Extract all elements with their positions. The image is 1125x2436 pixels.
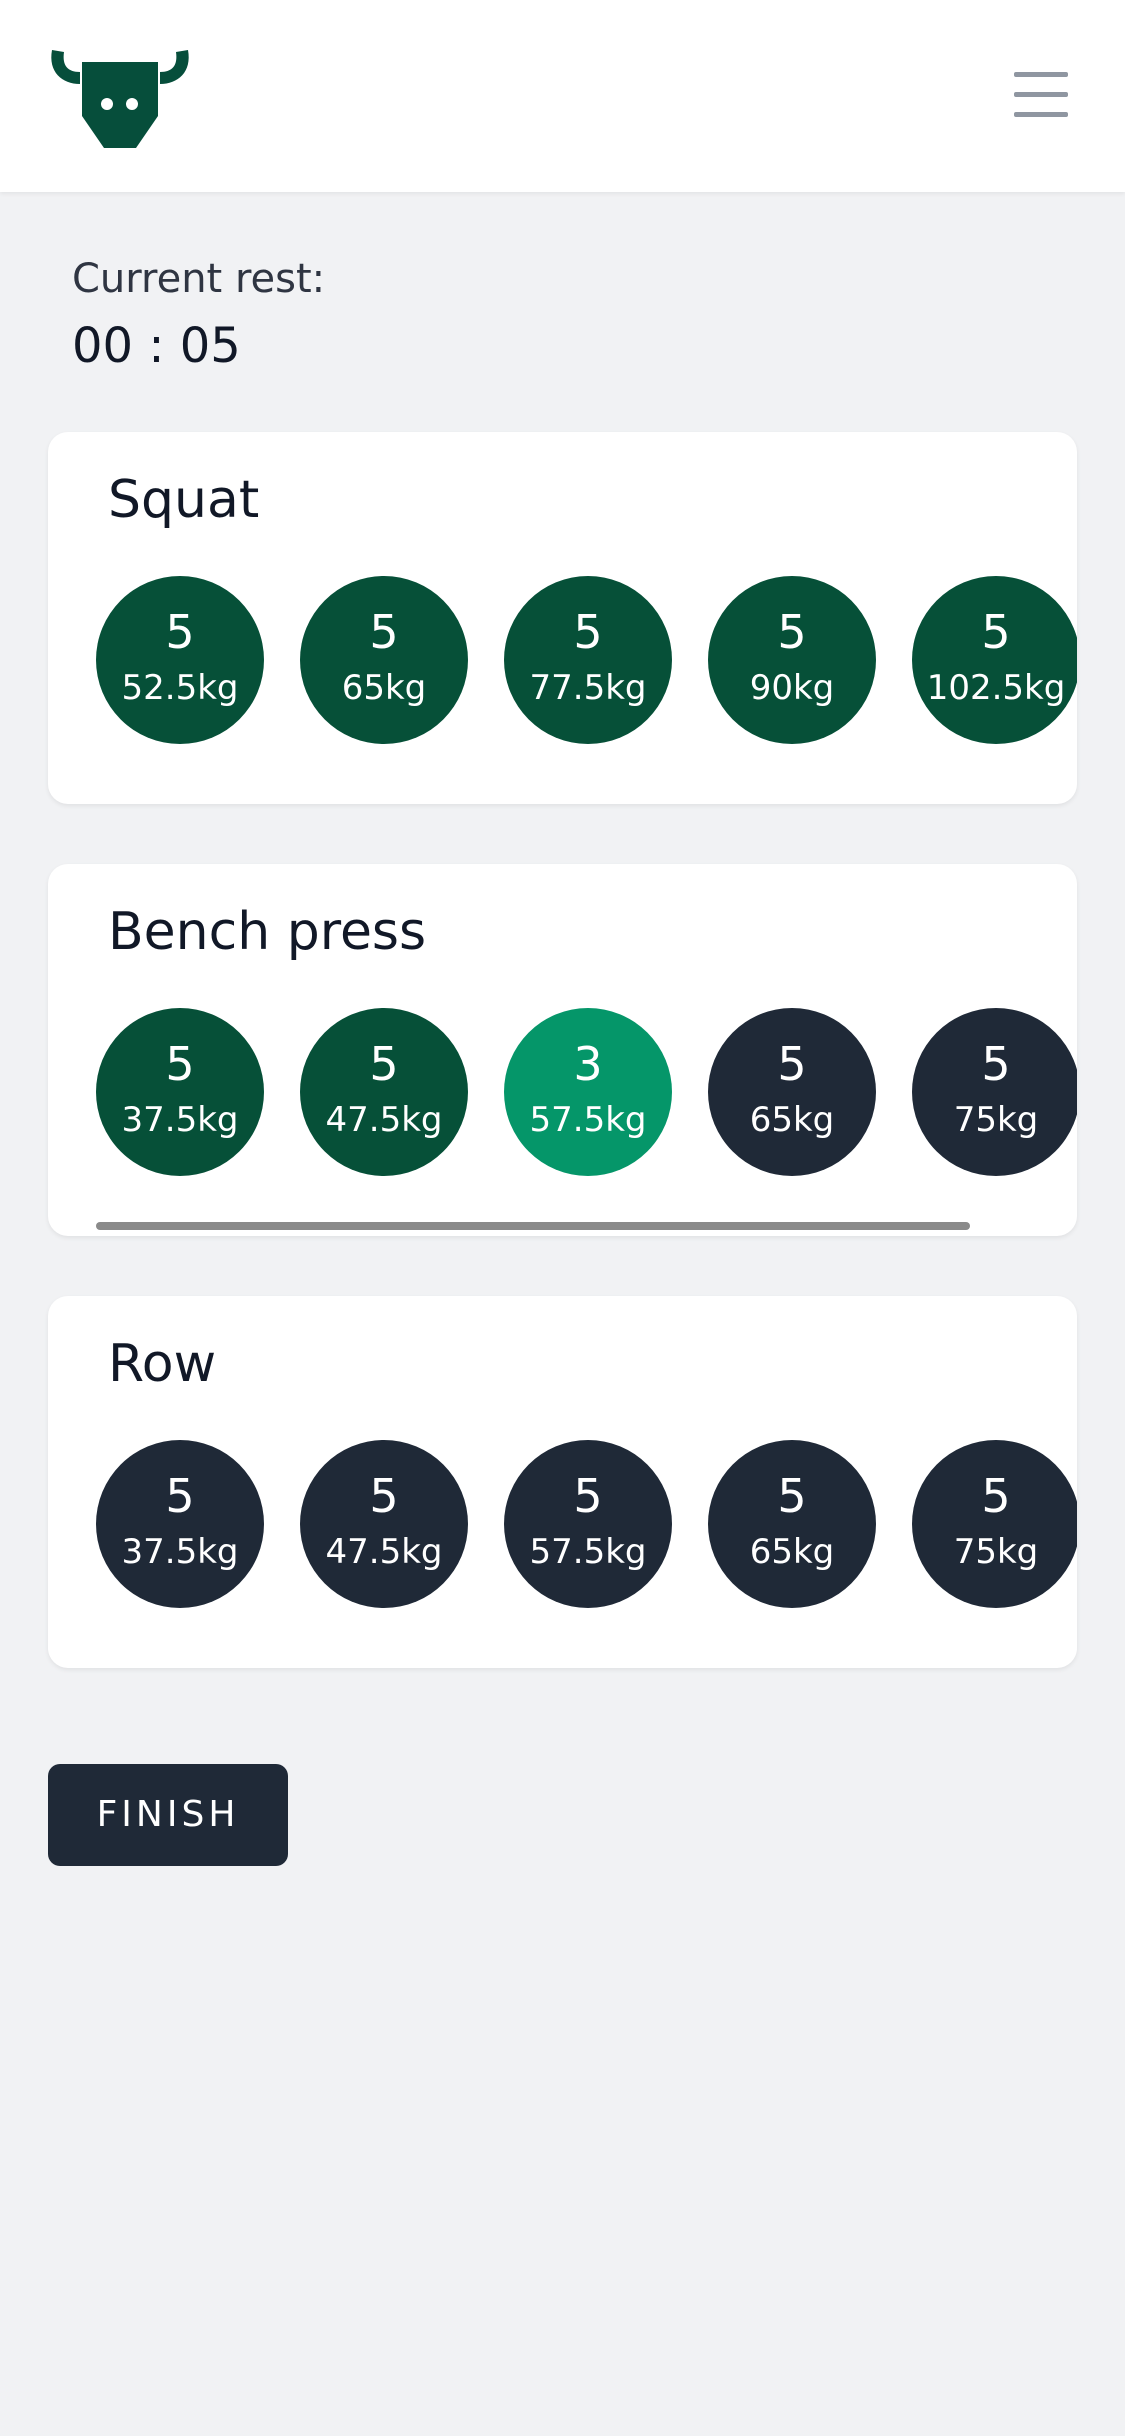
- set-weight: 47.5kg: [325, 1100, 443, 1140]
- set-reps: 5: [369, 1469, 399, 1523]
- set-reps: 5: [165, 1037, 195, 1091]
- exercise-card-squat: Squat 5 52.5kg 5 65kg 5 77.5kg 5 90kg 5 …: [48, 432, 1077, 804]
- exercise-card-bench-press: Bench press 5 37.5kg 5 47.5kg 3 57.5kg 5…: [48, 864, 1077, 1236]
- set-button[interactable]: 5 75kg: [912, 1440, 1077, 1608]
- exercise-title: Bench press: [108, 902, 427, 962]
- set-weight: 102.5kg: [926, 668, 1066, 708]
- set-button[interactable]: 5 90kg: [708, 576, 876, 744]
- set-button[interactable]: 5 65kg: [708, 1440, 876, 1608]
- set-weight: 65kg: [749, 1100, 835, 1140]
- app-header: [0, 0, 1125, 192]
- set-reps: 5: [369, 605, 399, 659]
- set-reps: 5: [573, 1469, 603, 1523]
- set-reps: 5: [777, 1037, 807, 1091]
- set-reps: 5: [981, 1469, 1011, 1523]
- set-button[interactable]: 5 75kg: [912, 1008, 1077, 1176]
- set-weight: 75kg: [953, 1100, 1039, 1140]
- set-button[interactable]: 5 77.5kg: [504, 576, 672, 744]
- set-button[interactable]: 3 57.5kg: [504, 1008, 672, 1176]
- set-weight: 37.5kg: [121, 1532, 239, 1572]
- hamburger-menu-icon[interactable]: [1004, 68, 1068, 122]
- set-reps: 5: [165, 605, 195, 659]
- set-weight: 57.5kg: [529, 1532, 647, 1572]
- set-button[interactable]: 5 102.5kg: [912, 576, 1077, 744]
- set-button[interactable]: 5 65kg: [708, 1008, 876, 1176]
- set-list[interactable]: 5 37.5kg 5 47.5kg 3 57.5kg 5 65kg 5 75kg: [96, 1008, 1077, 1178]
- exercise-title: Squat: [108, 470, 260, 530]
- set-button[interactable]: 5 47.5kg: [300, 1008, 468, 1176]
- set-reps: 5: [981, 605, 1011, 659]
- current-rest-label: Current rest:: [72, 256, 326, 302]
- set-weight: 65kg: [341, 668, 427, 708]
- set-button[interactable]: 5 37.5kg: [96, 1008, 264, 1176]
- set-reps: 5: [573, 605, 603, 659]
- finish-button[interactable]: FINISH: [48, 1764, 288, 1866]
- set-button[interactable]: 5 65kg: [300, 576, 468, 744]
- set-weight: 47.5kg: [325, 1532, 443, 1572]
- set-weight: 75kg: [953, 1532, 1039, 1572]
- rest-timer: 00 : 05: [72, 318, 241, 374]
- set-weight: 52.5kg: [121, 668, 239, 708]
- set-reps: 5: [981, 1037, 1011, 1091]
- set-reps: 5: [165, 1469, 195, 1523]
- set-reps: 5: [777, 605, 807, 659]
- set-reps: 5: [369, 1037, 399, 1091]
- set-weight: 37.5kg: [121, 1100, 239, 1140]
- set-button[interactable]: 5 57.5kg: [504, 1440, 672, 1608]
- bull-head-icon[interactable]: [46, 38, 194, 154]
- set-list[interactable]: 5 37.5kg 5 47.5kg 5 57.5kg 5 65kg 5 75kg: [96, 1440, 1077, 1610]
- set-weight: 77.5kg: [529, 668, 647, 708]
- exercise-title: Row: [108, 1334, 217, 1394]
- set-button[interactable]: 5 37.5kg: [96, 1440, 264, 1608]
- set-reps: 5: [777, 1469, 807, 1523]
- set-weight: 90kg: [749, 668, 835, 708]
- set-weight: 65kg: [749, 1532, 835, 1572]
- set-list[interactable]: 5 52.5kg 5 65kg 5 77.5kg 5 90kg 5 102.5k…: [96, 576, 1077, 746]
- set-button[interactable]: 5 47.5kg: [300, 1440, 468, 1608]
- exercise-card-row: Row 5 37.5kg 5 47.5kg 5 57.5kg 5 65kg 5 …: [48, 1296, 1077, 1668]
- set-reps: 3: [573, 1037, 603, 1091]
- set-weight: 57.5kg: [529, 1100, 647, 1140]
- horizontal-scrollbar[interactable]: [96, 1222, 970, 1230]
- set-button[interactable]: 5 52.5kg: [96, 576, 264, 744]
